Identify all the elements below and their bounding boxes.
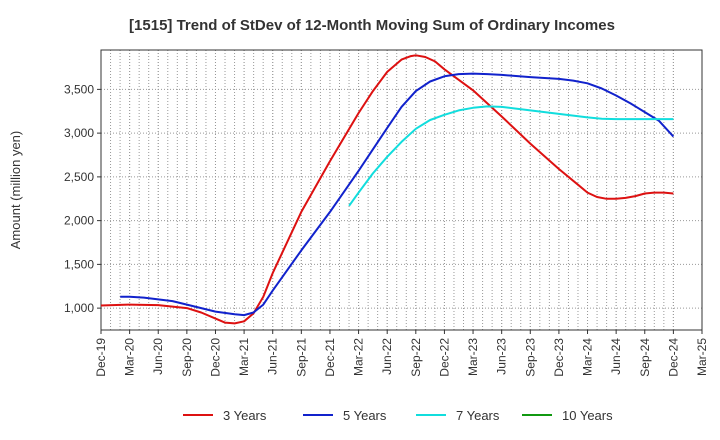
y-tick-label: 3,000	[64, 126, 94, 140]
x-tick-label: Jun-22	[380, 338, 394, 375]
x-tick-label: Jun-24	[609, 338, 623, 375]
x-tick-label: Sep-21	[294, 338, 308, 377]
legend: 3 Years 5 Years 7 Years 10 Years	[183, 408, 613, 423]
x-tick-label: Dec-24	[666, 338, 680, 377]
x-tick-label: Mar-23	[466, 338, 480, 376]
legend-label: 7 Years	[456, 408, 500, 423]
legend-label: 5 Years	[343, 408, 387, 423]
x-tick-label: Mar-20	[123, 338, 137, 376]
y-tick-label: 1,000	[64, 301, 94, 315]
x-tick-label: Mar-22	[352, 338, 366, 376]
legend-label: 3 Years	[223, 408, 267, 423]
x-tick-label: Jun-20	[151, 338, 165, 375]
y-tick-label: 3,500	[64, 82, 94, 96]
chart-title: [1515] Trend of StDev of 12-Month Moving…	[129, 17, 615, 34]
x-tick-label: Sep-20	[180, 338, 194, 377]
x-tick-label: Sep-22	[409, 338, 423, 377]
series-line-5-years	[120, 72, 675, 317]
x-tick-label: Sep-24	[638, 338, 652, 377]
x-tick-label: Mar-21	[237, 338, 251, 376]
series-line-7-years	[348, 105, 674, 207]
y-axis: 1,000 1,500 2,000 2,500 3,000 3,500	[64, 82, 101, 315]
legend-label: 10 Years	[562, 408, 613, 423]
x-tick-label: Dec-20	[208, 338, 222, 377]
x-tick-label: Dec-22	[437, 338, 451, 377]
y-tick-label: 1,500	[64, 257, 94, 271]
x-tick-label: Mar-25	[695, 338, 709, 376]
series-lines	[100, 54, 675, 325]
y-tick-label: 2,500	[64, 170, 94, 184]
x-tick-label: Mar-24	[581, 338, 595, 376]
series-line-3-years	[100, 54, 674, 325]
grid	[101, 50, 702, 330]
x-tick-label: Dec-23	[552, 338, 566, 377]
plot-frame	[100, 49, 703, 331]
x-axis: Dec-19 Mar-20 Jun-20 Sep-20 Dec-20 Mar-21 Jun-…	[94, 330, 709, 377]
x-tick-label: Jun-21	[266, 338, 280, 375]
x-tick-label: Sep-23	[523, 338, 537, 377]
y-tick-label: 2,000	[64, 214, 94, 228]
x-tick-label: Dec-21	[323, 338, 337, 377]
x-tick-label: Jun-23	[495, 338, 509, 375]
y-axis-label: Amount (million yen)	[8, 131, 23, 250]
x-tick-label: Dec-19	[94, 338, 108, 377]
